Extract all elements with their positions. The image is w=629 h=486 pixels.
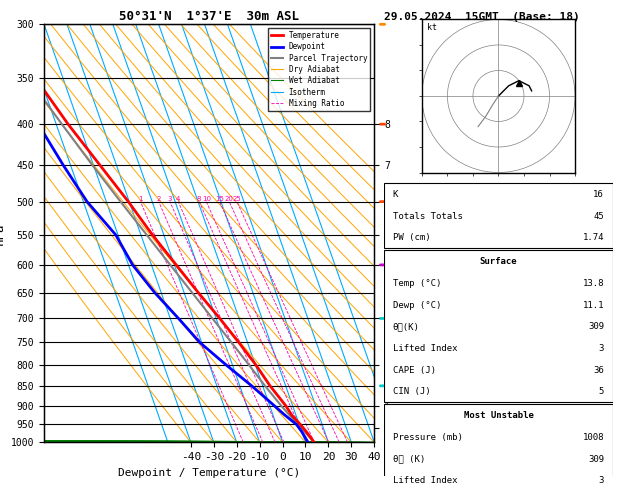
Text: Lifted Index: Lifted Index [393,344,457,353]
Text: 45: 45 [593,212,604,221]
Text: 3: 3 [599,476,604,486]
Text: 1: 1 [138,196,143,202]
Text: 15: 15 [215,196,224,202]
Text: 16: 16 [593,190,604,199]
Text: θᴄ (K): θᴄ (K) [393,454,425,464]
Text: Pressure (mb): Pressure (mb) [393,433,463,442]
Y-axis label: hPa: hPa [0,222,5,244]
Text: K: K [393,190,398,199]
Text: 13.8: 13.8 [582,279,604,288]
Text: 1008: 1008 [582,433,604,442]
X-axis label: Dewpoint / Temperature (°C): Dewpoint / Temperature (°C) [118,468,300,478]
Text: PW (cm): PW (cm) [393,233,430,243]
FancyBboxPatch shape [384,404,613,486]
Text: 5: 5 [599,387,604,397]
Text: 11.1: 11.1 [582,301,604,310]
Text: 309: 309 [588,322,604,331]
Text: 8: 8 [197,196,201,202]
Text: CIN (J): CIN (J) [393,387,430,397]
Text: θᴄ(K): θᴄ(K) [393,322,420,331]
Text: 10: 10 [202,196,211,202]
Text: 29.05.2024  15GMT  (Base: 18): 29.05.2024 15GMT (Base: 18) [384,12,579,22]
Text: Lifted Index: Lifted Index [393,476,457,486]
Title: 50°31'N  1°37'E  30m ASL: 50°31'N 1°37'E 30m ASL [119,10,299,23]
Text: 4: 4 [176,196,181,202]
Text: 20: 20 [225,196,234,202]
Text: 3: 3 [168,196,172,202]
Text: Temp (°C): Temp (°C) [393,279,442,288]
Text: kt: kt [427,23,437,32]
Legend: Temperature, Dewpoint, Parcel Trajectory, Dry Adiabat, Wet Adiabat, Isotherm, Mi: Temperature, Dewpoint, Parcel Trajectory… [268,28,370,111]
Text: 2: 2 [157,196,161,202]
FancyBboxPatch shape [384,183,613,248]
Text: Surface: Surface [480,258,517,266]
Text: Totals Totals: Totals Totals [393,212,463,221]
Text: CAPE (J): CAPE (J) [393,365,436,375]
FancyBboxPatch shape [384,250,613,401]
Text: 25: 25 [233,196,242,202]
Y-axis label: km
ASL: km ASL [412,223,430,244]
Text: 3: 3 [599,344,604,353]
Text: Dewp (°C): Dewp (°C) [393,301,442,310]
Text: Most Unstable: Most Unstable [464,411,533,420]
Text: 1.74: 1.74 [582,233,604,243]
Text: 36: 36 [593,365,604,375]
Text: 309: 309 [588,454,604,464]
